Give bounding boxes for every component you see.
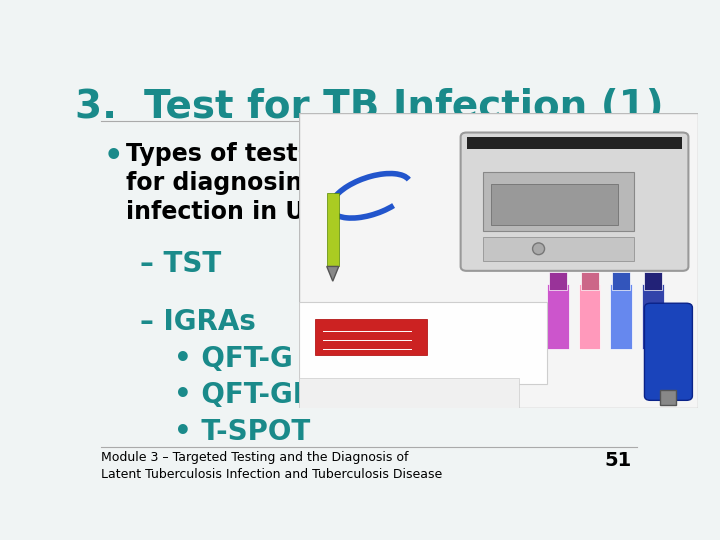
Polygon shape (327, 266, 339, 281)
Bar (467, 137, 683, 148)
Text: 51: 51 (604, 451, 631, 470)
Bar (642, 284, 665, 349)
Bar (579, 284, 600, 349)
Bar (482, 237, 634, 260)
Bar (546, 284, 569, 349)
Bar (315, 319, 427, 355)
Bar (613, 272, 631, 290)
Bar (299, 302, 546, 384)
Bar (299, 378, 518, 408)
Ellipse shape (533, 243, 544, 255)
Bar (327, 193, 339, 266)
Text: 3.  Test for TB Infection (1): 3. Test for TB Infection (1) (75, 87, 663, 126)
Bar (549, 272, 567, 290)
Text: – IGRAs: – IGRAs (140, 308, 256, 336)
Text: for diagnosing TB: for diagnosing TB (126, 171, 362, 195)
FancyBboxPatch shape (461, 132, 688, 271)
Text: •: • (104, 141, 123, 171)
FancyBboxPatch shape (644, 303, 693, 400)
Bar (660, 390, 676, 405)
Text: infection in U.S.:: infection in U.S.: (126, 200, 349, 224)
Bar (644, 272, 662, 290)
Text: Module 3 – Targeted Testing and the Diagnosis of
Latent Tuberculosis Infection a: Module 3 – Targeted Testing and the Diag… (101, 451, 442, 481)
Text: • QFT-G: • QFT-G (174, 346, 292, 374)
Bar (482, 172, 634, 231)
Text: QFT-G  lab kit: QFT-G lab kit (434, 391, 519, 404)
Bar (611, 284, 632, 349)
Text: – TST: – TST (140, 250, 222, 278)
Bar (580, 272, 598, 290)
Text: Types of tests available: Types of tests available (126, 141, 441, 166)
Text: • T-SPOT: • T-SPOT (174, 418, 310, 446)
Bar (490, 184, 618, 225)
Text: • QFT-GIT: • QFT-GIT (174, 381, 322, 409)
